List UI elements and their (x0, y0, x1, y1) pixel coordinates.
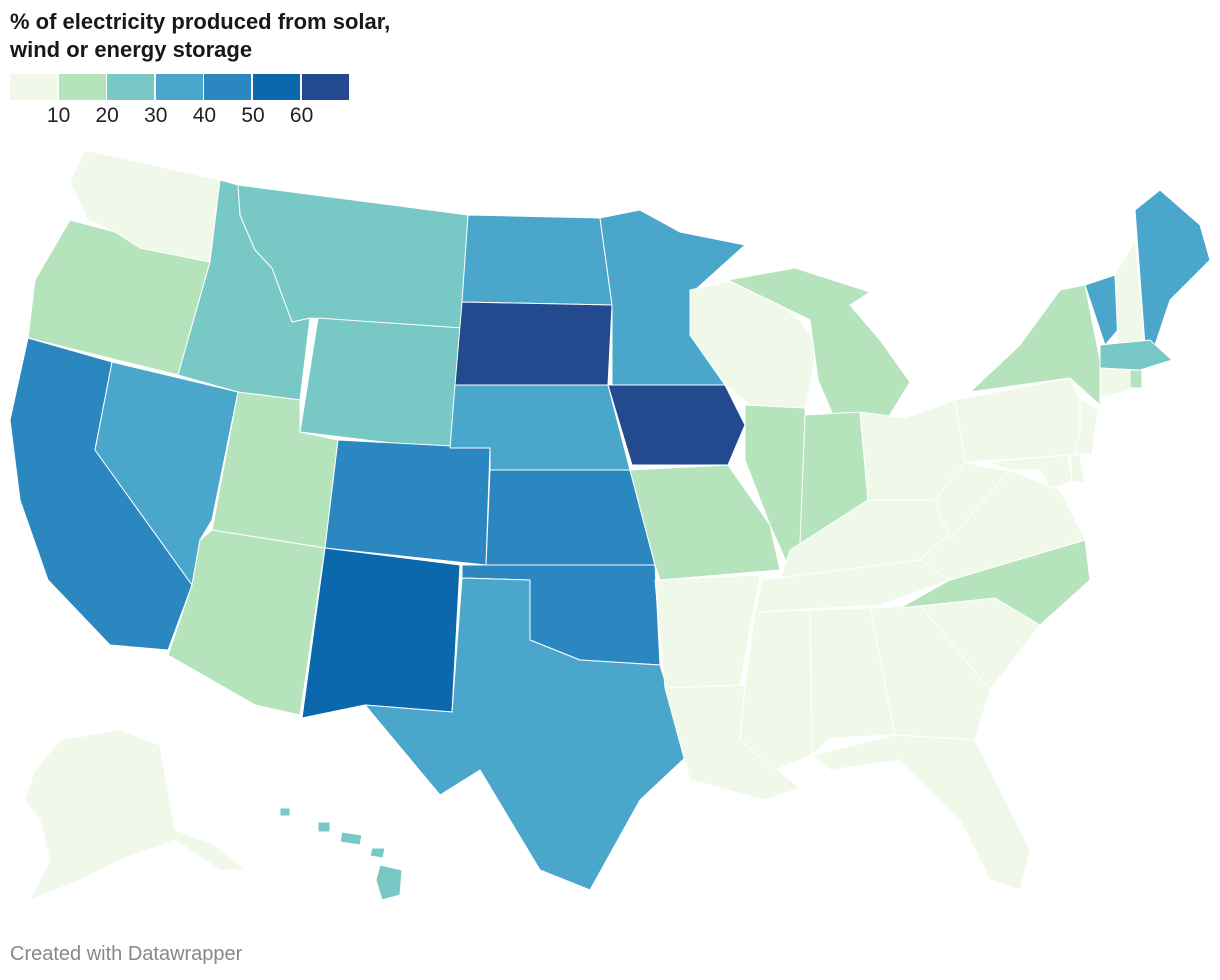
state-AL[interactable] (809, 607, 896, 756)
legend-swatch-6 (301, 74, 349, 100)
map-title: % of electricity produced from solar, wi… (10, 9, 391, 62)
state-NJ[interactable] (1074, 397, 1099, 456)
legend-tick: 20 (95, 104, 119, 127)
state-CT[interactable] (1099, 367, 1131, 399)
state-NY[interactable] (969, 284, 1101, 406)
state-KS[interactable] (485, 469, 656, 566)
state-AK[interactable] (24, 729, 246, 901)
attribution-footer: Created with Datawrapper (10, 943, 243, 965)
legend-tick: 50 (241, 104, 265, 127)
state-AR[interactable] (654, 574, 761, 689)
legend-tick: 30 (144, 104, 168, 127)
state-ME[interactable] (1134, 189, 1211, 346)
state-CO[interactable] (324, 439, 491, 566)
state-DE[interactable] (1069, 454, 1086, 483)
legend-swatch-0 (10, 74, 57, 100)
color-legend: 10 20 30 40 50 60 (10, 74, 350, 130)
state-MS[interactable] (739, 609, 813, 771)
legend-ticks: 10 20 30 40 50 60 (10, 100, 350, 130)
state-MI[interactable] (727, 267, 911, 421)
legend-swatch-1 (58, 74, 106, 100)
legend-tick: 60 (289, 104, 314, 127)
legend-tick: 40 (192, 104, 217, 127)
state-MD[interactable] (987, 454, 1073, 489)
legend-bar (10, 74, 350, 100)
state-WY[interactable] (299, 317, 463, 451)
legend-swatch-4 (204, 74, 252, 100)
legend-swatch-2 (107, 74, 155, 100)
state-SD[interactable] (454, 301, 613, 386)
state-MO[interactable] (629, 464, 781, 581)
state-RI[interactable] (1129, 369, 1143, 389)
state-NM[interactable] (301, 547, 461, 719)
states-layer (9, 149, 1211, 901)
legend-tick: 10 (46, 104, 71, 127)
state-IA[interactable] (607, 384, 746, 466)
state-HI[interactable] (279, 807, 403, 901)
legend-swatch-5 (252, 74, 300, 100)
state-FL[interactable] (811, 734, 1031, 891)
state-ND[interactable] (461, 214, 613, 306)
legend-swatch-3 (155, 74, 203, 100)
state-TX[interactable] (364, 577, 689, 891)
state-MA[interactable] (1099, 339, 1173, 371)
